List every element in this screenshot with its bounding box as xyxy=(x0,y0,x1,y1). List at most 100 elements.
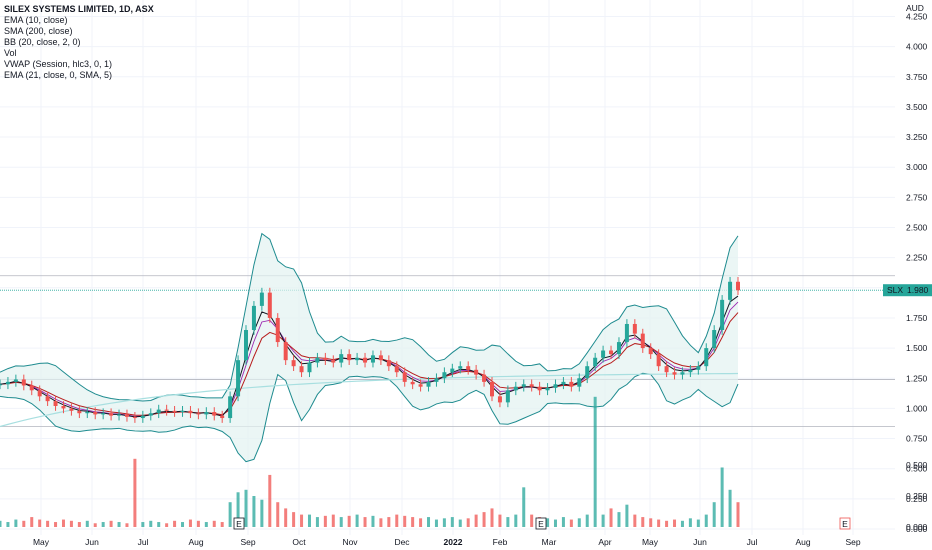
volume-bar-56 xyxy=(442,518,446,527)
volume-bar-26 xyxy=(204,522,208,527)
candle-body-35 xyxy=(275,317,280,343)
volume-bar-80 xyxy=(633,514,637,527)
volume-bar-28 xyxy=(220,522,224,527)
candle-body-51 xyxy=(402,372,407,382)
candle-body-18 xyxy=(140,415,145,419)
volume-bar-67 xyxy=(530,514,534,527)
volume-bar-38 xyxy=(300,514,304,527)
candle-body-59 xyxy=(466,366,471,370)
indicator-bb[interactable]: BB (20, close, 2, 0) xyxy=(4,37,81,47)
candle-body-22 xyxy=(172,410,177,413)
x-tick-10: Mar xyxy=(542,537,557,547)
candle-body-37 xyxy=(291,360,296,367)
indicator-ema21[interactable]: EMA (21, close, 0, SMA, 5) xyxy=(4,70,113,80)
candle-body-48 xyxy=(378,355,383,361)
candle-body-12 xyxy=(93,412,98,415)
candle-body-52 xyxy=(410,381,415,385)
candle-body-76 xyxy=(601,350,606,358)
volume-bar-53 xyxy=(419,518,423,527)
indicator-vol[interactable]: Vol xyxy=(4,48,17,58)
volume-bar-88 xyxy=(696,519,700,527)
volume-bar-66 xyxy=(522,487,526,527)
volume-bar-39 xyxy=(307,514,311,527)
candle-body-44 xyxy=(347,354,352,361)
y-tick-14: 0.750 xyxy=(906,434,928,444)
candle-body-34 xyxy=(267,292,272,318)
candle-body-46 xyxy=(363,357,368,363)
volume-bar-90 xyxy=(712,502,716,527)
volume-bar-45 xyxy=(355,514,359,527)
candle-body-67 xyxy=(529,384,534,387)
candle-body-82 xyxy=(648,348,653,355)
candle-body-64 xyxy=(505,390,510,403)
volume-bar-46 xyxy=(363,517,367,527)
volume-bar-84 xyxy=(665,520,669,527)
candle-body-81 xyxy=(640,333,645,349)
volume-bar-73 xyxy=(577,518,581,527)
volume-bar-47 xyxy=(371,515,375,527)
volume-bar-6 xyxy=(46,520,50,527)
volume-bar-89 xyxy=(704,514,708,527)
indicator-ema10[interactable]: EMA (10, close) xyxy=(4,15,68,25)
vol-tick-1: 0.250 xyxy=(906,491,928,501)
volume-bar-30 xyxy=(236,492,240,527)
volume-bar-52 xyxy=(411,517,415,527)
volume-bar-75 xyxy=(593,396,597,527)
candle-body-88 xyxy=(696,366,701,370)
x-tick-11: Apr xyxy=(598,537,611,547)
volume-bar-42 xyxy=(331,514,335,527)
x-tick-6: Nov xyxy=(342,537,358,547)
candle-body-85 xyxy=(672,372,677,375)
volume-bar-10 xyxy=(77,522,81,527)
volume-bar-36 xyxy=(284,508,288,527)
candle-body-30 xyxy=(236,360,241,397)
earnings-marker-label-2: E xyxy=(842,519,848,529)
y-tick-7: 2.500 xyxy=(906,223,928,233)
candle-body-20 xyxy=(156,409,161,414)
bb-upper xyxy=(0,232,739,402)
candle-body-70 xyxy=(553,384,558,388)
y-tick-8: 2.250 xyxy=(906,253,928,263)
volume-bar-55 xyxy=(434,519,438,527)
candle-body-31 xyxy=(244,330,248,361)
y-tick-10: 1.750 xyxy=(906,313,928,323)
y-tick-5: 3.000 xyxy=(906,162,928,172)
y-tick-13: 1.000 xyxy=(906,403,928,413)
candle-body-38 xyxy=(299,366,304,373)
candle-body-23 xyxy=(180,410,185,413)
candle-body-11 xyxy=(85,412,90,414)
volume-bar-60 xyxy=(474,514,478,527)
candle-body-61 xyxy=(482,374,487,382)
candle-body-78 xyxy=(616,342,621,355)
candle-body-15 xyxy=(117,414,122,416)
y-tick-6: 2.750 xyxy=(906,192,928,202)
candle-body-71 xyxy=(561,381,566,385)
volume-bar-3 xyxy=(22,520,26,527)
candle-body-93 xyxy=(736,281,740,291)
volume-bar-14 xyxy=(109,520,113,527)
ema10-line xyxy=(0,295,739,418)
volume-bar-15 xyxy=(117,522,121,527)
indicator-sma200[interactable]: SMA (200, close) xyxy=(4,26,73,36)
x-tick-3: Aug xyxy=(188,537,203,547)
volume-bar-85 xyxy=(673,519,677,527)
volume-bar-61 xyxy=(482,512,486,527)
volume-bar-41 xyxy=(323,515,327,527)
volume-bar-82 xyxy=(649,518,653,527)
candle-body-28 xyxy=(220,415,225,419)
candle-body-66 xyxy=(521,384,526,387)
volume-bar-87 xyxy=(688,518,692,527)
x-tick-4: Sep xyxy=(240,537,255,547)
y-tick-16: 0.250 xyxy=(906,494,928,504)
x-tick-0: May xyxy=(33,537,50,547)
candle-body-4 xyxy=(29,385,34,391)
volume-bar-83 xyxy=(657,519,661,527)
candle-body-10 xyxy=(77,410,82,414)
vol-tick-0: 0.500 xyxy=(906,460,928,470)
indicator-vwap[interactable]: VWAP (Session, hlc3, 0, 1) xyxy=(4,59,113,69)
volume-bar-5 xyxy=(38,519,42,527)
candle-body-80 xyxy=(632,323,637,334)
candle-body-89 xyxy=(704,348,709,367)
y-tick-1: 4.000 xyxy=(906,42,928,52)
